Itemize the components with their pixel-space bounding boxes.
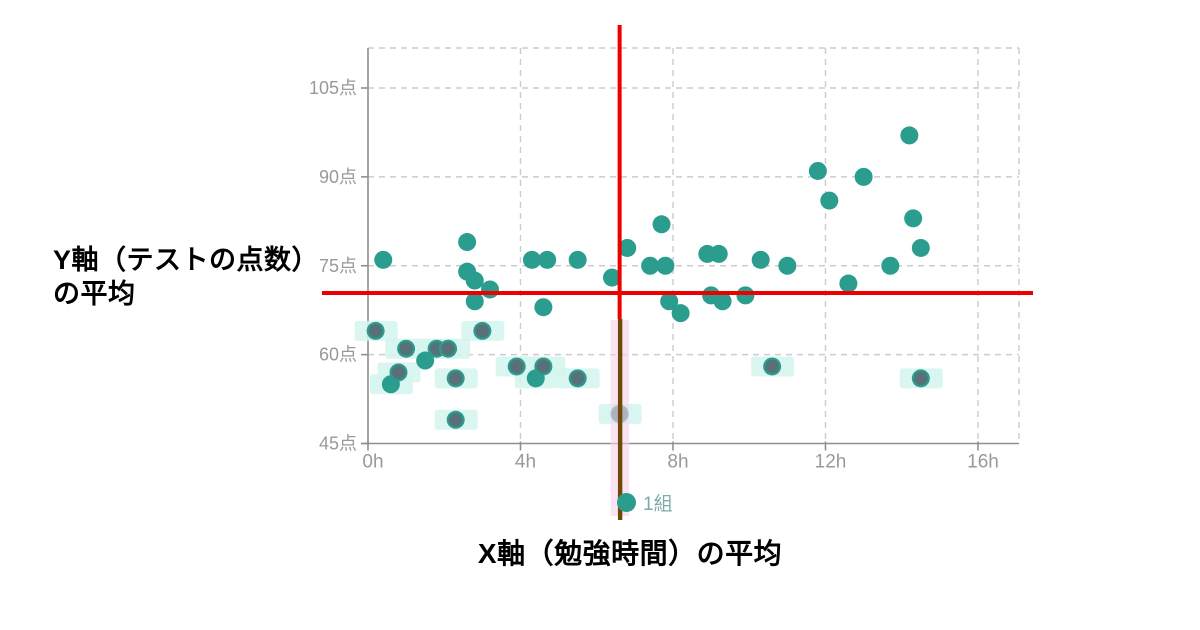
data-point[interactable] xyxy=(458,233,477,252)
x-tick-label: 16h xyxy=(967,452,999,473)
data-point[interactable] xyxy=(538,250,557,269)
x-tick-label: 4h xyxy=(515,452,536,473)
data-point[interactable] xyxy=(465,292,484,311)
data-point[interactable] xyxy=(534,298,553,317)
data-point[interactable] xyxy=(656,256,675,275)
data-point[interactable] xyxy=(881,256,900,275)
data-point[interactable] xyxy=(736,286,755,305)
data-point[interactable] xyxy=(900,126,919,145)
x-tick-label: 12h xyxy=(815,452,847,473)
data-point[interactable] xyxy=(808,161,827,180)
data-point[interactable] xyxy=(652,215,671,234)
data-point[interactable] xyxy=(618,238,637,257)
data-point[interactable] xyxy=(854,167,873,186)
legend-swatch-circle xyxy=(617,492,636,512)
y-axis-title: Y軸（テストの点数） の平均 xyxy=(53,243,319,311)
data-point[interactable] xyxy=(820,191,839,210)
data-point-gray-core xyxy=(441,341,455,356)
data-point-gray-core xyxy=(570,371,585,386)
data-point[interactable] xyxy=(839,274,858,293)
y-tick-label: 45点 xyxy=(319,434,357,454)
data-point[interactable] xyxy=(522,250,541,269)
data-point-gray-core xyxy=(536,359,551,374)
data-point[interactable] xyxy=(911,238,930,257)
data-point-gray-core xyxy=(765,359,779,374)
data-point-gray-core xyxy=(448,371,463,386)
data-point[interactable] xyxy=(709,244,728,263)
data-point[interactable] xyxy=(481,280,499,299)
data-point[interactable] xyxy=(660,292,679,311)
legend-label: 1組 xyxy=(643,493,673,515)
data-point-gray-core xyxy=(368,324,383,338)
data-point[interactable] xyxy=(416,351,435,370)
y-tick-label: 60点 xyxy=(319,345,357,365)
data-point-gray-core xyxy=(391,365,406,380)
data-point[interactable] xyxy=(568,250,587,269)
x-tick-label: 8h xyxy=(667,452,688,473)
data-point[interactable] xyxy=(603,268,621,287)
data-point-gray-core xyxy=(399,341,413,356)
x-tick-label: 0h xyxy=(362,452,383,473)
data-point[interactable] xyxy=(713,292,732,311)
y-tick-label: 105点 xyxy=(309,78,357,98)
data-point-gray-core xyxy=(914,371,928,386)
y-tick-label: 90点 xyxy=(319,167,357,187)
data-point[interactable] xyxy=(641,256,660,275)
x-axis-title: X軸（勉強時間）の平均 xyxy=(477,538,783,569)
data-point[interactable] xyxy=(778,256,797,275)
y-axis-title-line2: の平均 xyxy=(53,279,136,309)
data-point[interactable] xyxy=(465,271,484,290)
data-point-gray-core xyxy=(448,413,463,427)
data-point[interactable] xyxy=(904,209,923,228)
data-point[interactable] xyxy=(671,304,690,323)
data-point[interactable] xyxy=(751,250,770,269)
legend-item[interactable]: 1組 xyxy=(617,490,673,515)
y-axis-title-line1: Y軸（テストの点数） xyxy=(53,245,320,275)
y-tick-label: 75点 xyxy=(319,256,357,276)
data-point-gray-core xyxy=(509,359,524,374)
data-point-gray-core xyxy=(475,324,490,338)
data-point[interactable] xyxy=(374,250,393,269)
